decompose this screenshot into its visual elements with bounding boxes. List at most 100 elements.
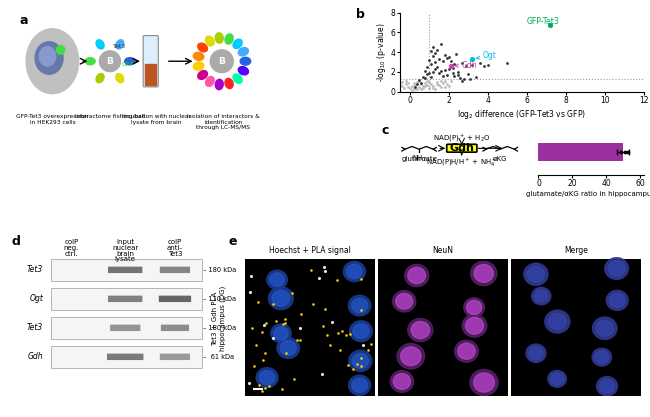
Ellipse shape: [593, 318, 616, 339]
Point: [400, 80, 411, 87]
Ellipse shape: [470, 369, 498, 396]
Point: [363, 346, 373, 353]
Ellipse shape: [534, 290, 548, 302]
Point: [314, 275, 324, 282]
Ellipse shape: [396, 294, 413, 309]
Ellipse shape: [277, 338, 300, 358]
Ellipse shape: [233, 74, 242, 83]
Ellipse shape: [528, 347, 543, 360]
Point: [254, 299, 264, 306]
Point: [264, 383, 274, 389]
Ellipse shape: [225, 78, 233, 88]
Point: [268, 334, 279, 341]
Text: Ogt: Ogt: [476, 51, 497, 60]
Text: Hoechst + PLA signal: Hoechst + PLA signal: [269, 246, 351, 255]
Point: [432, 47, 442, 53]
Ellipse shape: [548, 370, 566, 387]
Ellipse shape: [205, 77, 214, 86]
Text: coIP: coIP: [64, 239, 79, 245]
Ellipse shape: [239, 48, 248, 56]
Point: [250, 342, 261, 349]
Point: [270, 318, 281, 325]
Ellipse shape: [400, 347, 421, 366]
Point: [434, 55, 444, 62]
Ellipse shape: [26, 29, 79, 94]
Ellipse shape: [272, 290, 290, 306]
Point: [426, 48, 436, 54]
Point: [426, 80, 436, 87]
Ellipse shape: [606, 291, 628, 310]
Text: GFP-Tet3: GFP-Tet3: [526, 17, 559, 26]
Text: – 110 kDa: – 110 kDa: [203, 296, 236, 302]
Point: [471, 73, 481, 80]
Point: [410, 83, 421, 90]
Point: [445, 78, 456, 84]
Bar: [51, 317, 202, 339]
Point: [406, 86, 417, 93]
Point: [449, 60, 460, 67]
Ellipse shape: [593, 349, 611, 366]
Point: [410, 85, 421, 92]
Point: [424, 70, 434, 76]
Text: a: a: [20, 14, 28, 27]
Point: [325, 342, 335, 349]
Point: [437, 79, 448, 86]
Text: Tet3: Tet3: [112, 44, 126, 49]
Ellipse shape: [551, 373, 564, 385]
Ellipse shape: [596, 320, 614, 336]
X-axis label: log$_2$ difference (GFP-Tet3 vs GFP): log$_2$ difference (GFP-Tet3 vs GFP): [457, 108, 586, 121]
Point: [453, 68, 463, 75]
Text: NAD(P)$^+$ + H$_2$O: NAD(P)$^+$ + H$_2$O: [433, 133, 490, 144]
Point: [356, 276, 367, 282]
Point: [434, 70, 444, 76]
Ellipse shape: [205, 36, 214, 46]
Point: [459, 75, 469, 82]
Point: [356, 363, 367, 369]
Ellipse shape: [599, 379, 614, 393]
Ellipse shape: [463, 298, 484, 317]
Point: [276, 386, 287, 392]
Point: [457, 60, 467, 66]
Bar: [245, 259, 375, 396]
Point: [260, 385, 270, 392]
Ellipse shape: [352, 378, 367, 392]
Text: Isolation of interactors &
identification
through LC-MS/MS: Isolation of interactors & identificatio…: [187, 114, 260, 131]
Ellipse shape: [352, 298, 368, 313]
Point: [320, 268, 330, 274]
Point: [430, 65, 440, 72]
Text: –  61 kDa: – 61 kDa: [203, 354, 234, 360]
Ellipse shape: [604, 258, 629, 279]
Ellipse shape: [592, 348, 612, 366]
Ellipse shape: [233, 39, 242, 48]
Ellipse shape: [274, 327, 288, 340]
Ellipse shape: [268, 287, 293, 310]
FancyBboxPatch shape: [161, 324, 189, 331]
Ellipse shape: [458, 343, 475, 359]
Point: [418, 82, 428, 89]
Circle shape: [57, 45, 65, 54]
Point: [414, 78, 424, 84]
Point: [436, 41, 446, 48]
Point: [257, 329, 268, 335]
Circle shape: [99, 51, 120, 72]
Point: [426, 73, 436, 80]
Ellipse shape: [474, 373, 495, 392]
Ellipse shape: [35, 42, 63, 74]
Ellipse shape: [240, 57, 251, 65]
Ellipse shape: [609, 293, 625, 307]
Point: [341, 332, 351, 338]
Point: [467, 55, 477, 62]
Text: αKG: αKG: [493, 156, 508, 162]
Text: d: d: [11, 235, 20, 248]
Point: [400, 78, 411, 84]
Point: [343, 362, 353, 368]
Point: [422, 78, 432, 84]
Point: [295, 337, 306, 343]
Point: [337, 328, 347, 334]
Point: [257, 387, 267, 394]
Ellipse shape: [471, 261, 497, 286]
Point: [317, 371, 328, 377]
Bar: [51, 259, 202, 281]
Point: [319, 264, 330, 270]
Point: [281, 349, 291, 356]
